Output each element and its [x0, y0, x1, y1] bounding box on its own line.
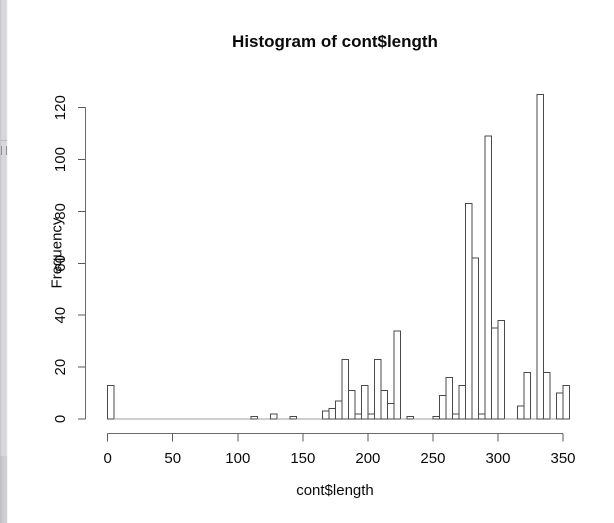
- y-tick-label: 20: [52, 359, 69, 376]
- left-scrollbar[interactable]: [0, 0, 8, 523]
- histogram-bar: [328, 408, 336, 420]
- histogram-bar: [536, 94, 544, 420]
- histogram-bar: [451, 413, 460, 420]
- histogram-bar: [367, 413, 375, 420]
- y-tick-label: 40: [52, 307, 69, 324]
- histogram-bar: [269, 413, 278, 420]
- histogram-bar: [393, 330, 401, 420]
- histogram-bar: [360, 384, 369, 420]
- histogram-bar: [543, 371, 551, 420]
- x-tick-label: 0: [104, 450, 112, 467]
- scrollbar-divider: [0, 140, 7, 141]
- histogram-bar: [562, 384, 570, 420]
- histogram-bar: [107, 384, 115, 420]
- histogram-bar: [471, 257, 479, 420]
- histogram-bar: [445, 377, 453, 420]
- histogram-bar: [289, 415, 297, 420]
- histogram-bar: [250, 415, 258, 420]
- y-tick-label: 100: [52, 147, 69, 172]
- histogram-bar: [334, 400, 343, 420]
- left-scrollbar-lower[interactable]: [0, 456, 7, 523]
- y-tick-label: 120: [52, 95, 69, 120]
- histogram-bar: [432, 415, 440, 420]
- x-tick-label: 250: [420, 450, 445, 467]
- x-axis-label: cont$length: [296, 482, 374, 499]
- chart-title: Histogram of cont$length: [232, 32, 438, 51]
- x-tick-label: 350: [550, 450, 575, 467]
- histogram-bar: [464, 203, 473, 420]
- histogram-bar: [517, 405, 525, 420]
- histogram-bar: [478, 413, 486, 420]
- histogram-bar: [380, 390, 388, 420]
- x-tick-label: 300: [485, 450, 510, 467]
- y-tick-label: 0: [52, 415, 69, 423]
- histogram-bar: [458, 384, 466, 420]
- histogram-bar: [523, 371, 531, 420]
- splitter-grip-icon[interactable]: [1, 146, 7, 155]
- histogram-bar: [321, 410, 330, 420]
- histogram-bar: [438, 395, 447, 420]
- histogram-bar: [354, 413, 362, 420]
- histogram-bar: [347, 390, 356, 420]
- x-tick-label: 50: [164, 450, 181, 467]
- histogram-bar: [484, 135, 492, 420]
- x-tick-label: 150: [290, 450, 315, 467]
- y-tick-label: 60: [52, 255, 69, 272]
- x-tick-label: 200: [355, 450, 380, 467]
- x-tick-label: 100: [225, 450, 250, 467]
- histogram-bar: [491, 327, 499, 420]
- histogram-bar: [497, 319, 505, 420]
- y-axis-label: Frequency: [48, 217, 66, 289]
- histogram-bar: [386, 402, 395, 420]
- histogram-bar: [556, 392, 564, 420]
- histogram-bar: [341, 358, 349, 420]
- histogram-bar: [373, 358, 382, 420]
- histogram-bar: [406, 415, 414, 420]
- y-tick-label: 80: [52, 203, 69, 220]
